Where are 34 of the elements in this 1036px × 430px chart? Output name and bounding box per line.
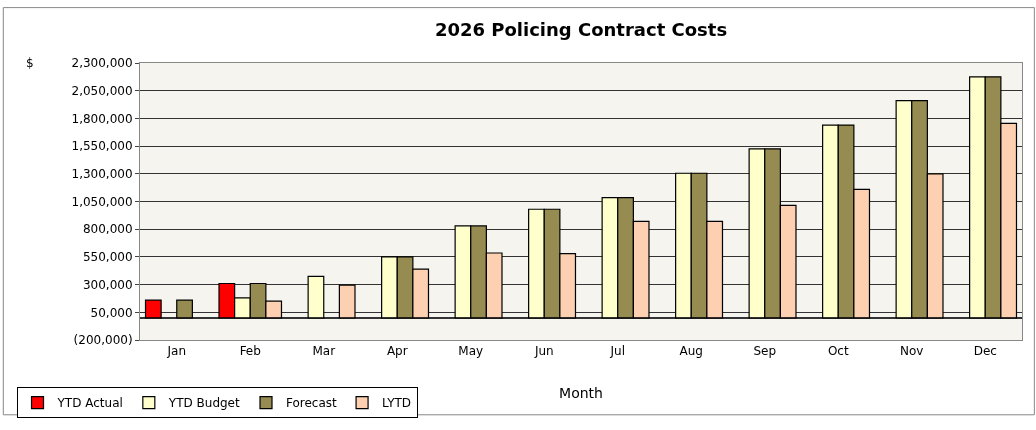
legend-label: YTD Actual	[56, 396, 123, 411]
y-tick-label: 1,300,000	[71, 167, 133, 181]
x-tick-label: Jun	[533, 344, 554, 359]
x-tick-label: Dec	[973, 344, 997, 359]
y-tick-label: 1,550,000	[71, 139, 133, 154]
y-tick-label: 2,050,000	[71, 83, 133, 98]
chart-title: 2026 Policing Contract Costs	[434, 19, 728, 41]
y-tick-label: 50,000	[90, 305, 133, 320]
x-tick-label: Jan	[166, 344, 186, 359]
bar	[176, 299, 193, 319]
legend-label: LYTD	[382, 396, 412, 411]
x-tick-label: Feb	[239, 344, 261, 359]
bar	[144, 299, 162, 319]
y-axis-title: $	[26, 56, 34, 70]
x-tick-label: Aug	[679, 344, 703, 359]
y-tick-label: 1,050,000	[71, 194, 133, 209]
x-tick-label: Sep	[753, 344, 777, 359]
x-tick-label: Apr	[386, 344, 408, 359]
x-axis-title: Month	[559, 384, 603, 401]
y-tick-label: 300,000	[82, 277, 133, 292]
bar	[338, 284, 356, 319]
x-tick-label: Oct	[827, 344, 849, 359]
legend-label: Forecast	[286, 396, 338, 411]
y-tick-label: 1,800,000	[71, 111, 133, 126]
x-tick-label: May	[458, 344, 484, 359]
legend-label: YTD Budget	[167, 396, 240, 411]
x-tick-label: Nov	[900, 344, 924, 359]
x-tick-label: Jul	[609, 344, 625, 359]
y-tick-label: (200,000)	[73, 333, 133, 348]
x-tick-label: Mar	[312, 344, 336, 359]
y-tick-label: 2,300,000	[71, 56, 133, 71]
y-tick-label: 550,000	[82, 250, 133, 265]
y-tick-label: 800,000	[82, 222, 133, 237]
bar	[307, 275, 325, 319]
